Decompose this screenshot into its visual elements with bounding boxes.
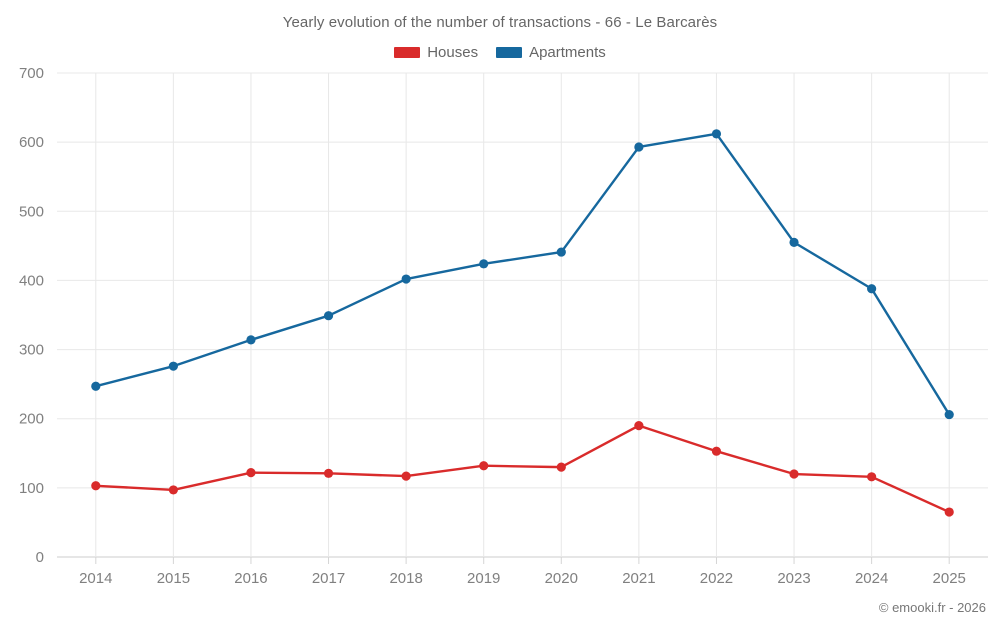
x-axis-tick-label: 2019 — [467, 570, 500, 587]
x-axis-tick-label: 2018 — [389, 570, 422, 587]
x-axis-tick-label: 2016 — [234, 570, 267, 587]
x-axis-tick-label: 2024 — [855, 570, 888, 587]
legend-label-houses: Houses — [427, 44, 479, 61]
x-axis-tick-label: 2022 — [700, 570, 733, 587]
data-point-apartments-2018[interactable] — [401, 274, 411, 284]
legend-swatch-houses — [394, 47, 421, 58]
data-point-apartments-2014[interactable] — [91, 381, 101, 391]
data-point-houses-2015[interactable] — [168, 485, 178, 495]
data-point-apartments-2022[interactable] — [711, 129, 722, 139]
x-axis-tick-label: 2025 — [933, 570, 966, 587]
copyright-credit: © emooki.fr - 2026 — [878, 600, 986, 615]
y-axis-tick-label: 200 — [19, 411, 44, 428]
x-axis-tick-marks — [95, 557, 950, 564]
data-point-apartments-2025[interactable] — [944, 409, 954, 420]
x-axis-tick-label: 2015 — [157, 570, 190, 587]
legend-item-apartments[interactable]: Apartments — [496, 44, 606, 61]
y-axis-tick-labels: 0 100 200 300 400 500 600 700 — [19, 65, 44, 566]
x-axis-tick-label: 2017 — [312, 570, 345, 587]
data-point-houses-2024[interactable] — [867, 472, 877, 482]
data-point-houses-2021[interactable] — [634, 421, 644, 431]
data-point-houses-2023[interactable] — [789, 469, 799, 479]
x-axis-tick-label: 2023 — [777, 570, 810, 587]
data-series-lines — [94, 132, 951, 514]
y-axis-tick-label: 300 — [19, 342, 44, 359]
data-point-houses-2016[interactable] — [246, 468, 256, 478]
legend-swatch-apartments — [496, 47, 523, 58]
data-point-houses-2019[interactable] — [479, 461, 489, 471]
series-line-apartments — [94, 132, 951, 416]
data-point-houses-2020[interactable] — [556, 462, 566, 472]
data-point-houses-2017[interactable] — [323, 468, 334, 478]
data-point-houses-2022[interactable] — [711, 446, 722, 456]
series-line-houses — [94, 424, 951, 514]
y-axis-tick-label: 0 — [36, 549, 44, 566]
data-point-apartments-2019[interactable] — [479, 259, 489, 269]
x-axis-tick-label: 2021 — [622, 570, 655, 587]
data-point-apartments-2016[interactable] — [246, 335, 256, 345]
data-point-houses-2025[interactable] — [944, 507, 954, 517]
x-axis-tick-label: 2014 — [79, 570, 112, 587]
legend-label-apartments: Apartments — [529, 44, 606, 61]
chart-title: Yearly evolution of the number of transa… — [282, 14, 718, 31]
x-axis-tick-label: 2020 — [545, 570, 578, 587]
chart-legend: Houses Apartments — [0, 44, 1000, 61]
data-point-houses-2014[interactable] — [91, 481, 101, 491]
y-axis-tick-label: 400 — [19, 272, 44, 289]
y-axis-tick-label: 600 — [19, 134, 44, 151]
data-point-apartments-2020[interactable] — [556, 247, 566, 257]
y-axis-tick-label: 500 — [19, 203, 44, 220]
data-point-apartments-2021[interactable] — [634, 142, 644, 152]
data-point-apartments-2023[interactable] — [789, 237, 799, 247]
data-point-apartments-2024[interactable] — [867, 284, 877, 294]
y-axis-tick-label: 100 — [19, 480, 44, 497]
data-point-houses-2018[interactable] — [401, 471, 411, 481]
x-axis-tick-labels: 2014 2015 2016 2017 2018 2019 2020 2021 2022 2023… — [79, 570, 966, 587]
data-point-apartments-2015[interactable] — [168, 361, 178, 371]
legend-item-houses[interactable]: Houses — [394, 44, 478, 61]
data-point-apartments-2017[interactable] — [323, 311, 334, 321]
y-axis-tick-label: 700 — [19, 65, 44, 82]
data-series-markers — [91, 129, 954, 517]
